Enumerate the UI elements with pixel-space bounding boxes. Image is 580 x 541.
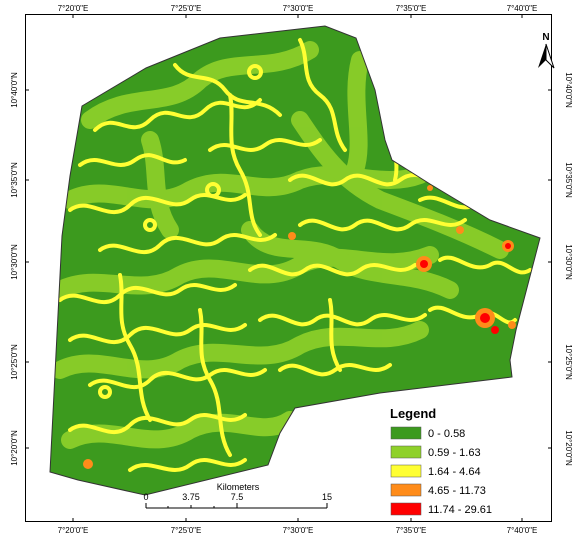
scale-units: Kilometers <box>217 482 260 492</box>
legend-label: 11.74 - 29.61 <box>428 504 492 516</box>
legend-label: 0 - 0.58 <box>428 428 465 440</box>
legend: Legend 0 - 0.58 0.59 - 1.63 1.64 - 4.64 … <box>390 406 492 516</box>
scale-label: 3.75 <box>182 492 200 502</box>
left-tick-label: 10°20'0"N <box>10 430 19 466</box>
scale-bar: Kilometers 0 3.75 7.5 15 <box>143 482 332 509</box>
bottom-tick-label: 7°30'0"E <box>283 526 314 535</box>
right-tick-label: 10°35'0"N <box>564 162 573 198</box>
scale-label: 7.5 <box>231 492 244 502</box>
right-tick-label: 10°25'0"N <box>564 344 573 380</box>
north-arrow-icon: N <box>538 32 555 69</box>
top-tick-label: 7°20'0"E <box>58 4 89 13</box>
slope-raster <box>50 26 540 495</box>
top-tick-label: 7°35'0"E <box>396 4 427 13</box>
legend-swatch <box>390 464 422 478</box>
top-tick-label: 7°25'0"E <box>171 4 202 13</box>
bottom-tick-label: 7°40'0"E <box>507 526 538 535</box>
legend-label: 0.59 - 1.63 <box>428 447 481 459</box>
north-label: N <box>542 32 549 43</box>
bottom-tick-label: 7°20'0"E <box>58 526 89 535</box>
left-tick-label: 10°35'0"N <box>10 162 19 198</box>
legend-label: 1.64 - 4.64 <box>428 466 481 478</box>
top-tick-label: 7°30'0"E <box>283 4 314 13</box>
top-tick-label: 7°40'0"E <box>507 4 538 13</box>
study-area-boundary <box>49 25 541 496</box>
scale-label: 0 <box>143 492 148 502</box>
right-tick-label: 10°30'0"N <box>564 244 573 280</box>
bottom-tick-label: 7°25'0"E <box>171 526 202 535</box>
right-tick-label: 10°40'0"N <box>564 72 573 108</box>
legend-label: 4.65 - 11.73 <box>428 485 486 497</box>
legend-swatch <box>390 502 422 516</box>
left-tick-label: 10°40'0"N <box>10 72 19 108</box>
scale-label: 15 <box>322 492 332 502</box>
legend-swatch <box>390 483 422 497</box>
left-tick-label: 10°30'0"N <box>10 244 19 280</box>
legend-swatch <box>390 445 422 459</box>
legend-swatch <box>390 426 422 440</box>
legend-title: Legend <box>390 406 436 421</box>
right-tick-label: 10°20'0"N <box>564 430 573 466</box>
left-tick-label: 10°25'0"N <box>10 344 19 380</box>
bottom-tick-label: 7°35'0"E <box>396 526 427 535</box>
